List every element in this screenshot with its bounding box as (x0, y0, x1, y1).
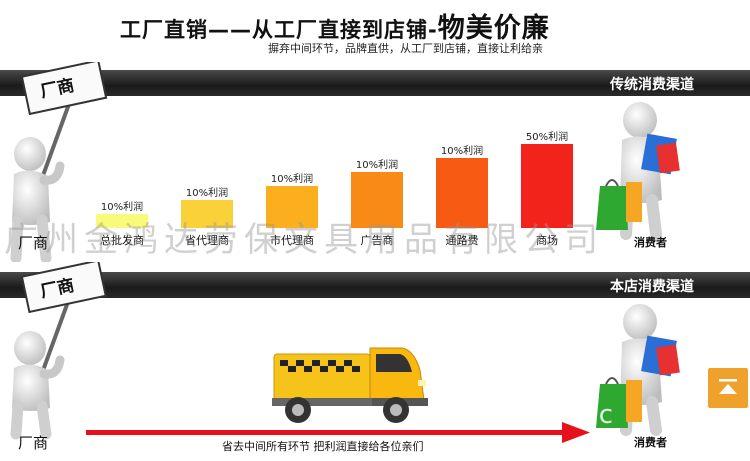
bar-6 (521, 144, 573, 228)
arrow-up-icon (719, 379, 737, 394)
bar-profit-label: 10%利润 (270, 174, 314, 185)
bar-1 (96, 214, 148, 228)
store-channel-label: 本店消费渠道 (610, 279, 694, 295)
bar-profit-label: 10%利润 (355, 160, 399, 171)
bar-profit-label: 10%利润 (100, 202, 144, 213)
scroll-to-top-button[interactable] (708, 368, 748, 408)
traditional-channel-band: 传统消费渠道 (0, 70, 750, 96)
bar-category-label: 市代理商 (270, 234, 314, 247)
bar-category-label: 通路费 (445, 234, 479, 247)
direct-arrow (86, 422, 590, 443)
bar-profit-label: 50%利润 (525, 132, 569, 143)
bar-3 (266, 186, 318, 228)
page-title-highlight: 物美价廉 (437, 13, 550, 44)
traditional-channel-label: 传统消费渠道 (610, 77, 694, 93)
bar-category-label: 商场 (536, 234, 558, 247)
consumer-label-store: 消费者 (634, 436, 667, 449)
factory-figure-store (10, 262, 107, 440)
consumer-label-traditional: 消费者 (634, 236, 667, 249)
bar-profit-label: 10%利润 (440, 146, 484, 157)
factory-figure-traditional (10, 62, 108, 262)
bar-category-label: 总批发商 (100, 234, 144, 247)
watermark-text: 广州金鸿达劳保文具用品有限公司 (4, 220, 604, 260)
watermark-text-2: 8.c (574, 400, 614, 430)
arrow-caption: 省去中间所有环节 把利润直接给各位亲们 (222, 440, 424, 453)
consumer-figure-store (596, 304, 680, 436)
page-title: 工厂直销——从工厂直接到店铺-物美价廉 (120, 6, 550, 45)
bar-4 (351, 172, 403, 228)
store-channel-band: 本店消费渠道 (0, 272, 750, 298)
bar-5 (436, 158, 488, 228)
bar-category-label: 省代理商 (185, 234, 229, 247)
page-title-main: 工厂直销——从工厂直接到店铺- (120, 18, 438, 42)
page-subtitle: 摒弃中间环节，品牌直供，从工厂到店铺，直接让利给亲 (268, 42, 543, 55)
bar-category-label: 广告商 (360, 234, 394, 247)
bar-2 (181, 200, 233, 228)
bar-profit-label: 10%利润 (185, 188, 229, 199)
factory-label-traditional: 厂商 (18, 234, 49, 252)
truck-icon (272, 347, 428, 423)
consumer-figure-traditional (596, 102, 680, 240)
factory-label-store: 厂商 (18, 434, 49, 452)
